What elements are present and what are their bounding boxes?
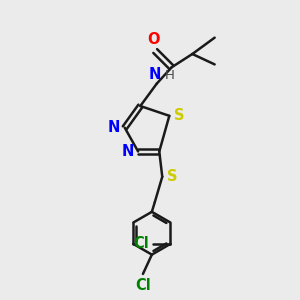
Text: N: N: [149, 67, 161, 82]
Text: Cl: Cl: [135, 278, 151, 292]
Text: S: S: [167, 169, 178, 184]
Text: Cl: Cl: [133, 236, 149, 251]
Text: N: N: [108, 120, 120, 135]
Text: N: N: [121, 144, 134, 159]
Text: H: H: [165, 69, 175, 82]
Text: O: O: [148, 32, 160, 47]
Text: S: S: [174, 108, 184, 123]
